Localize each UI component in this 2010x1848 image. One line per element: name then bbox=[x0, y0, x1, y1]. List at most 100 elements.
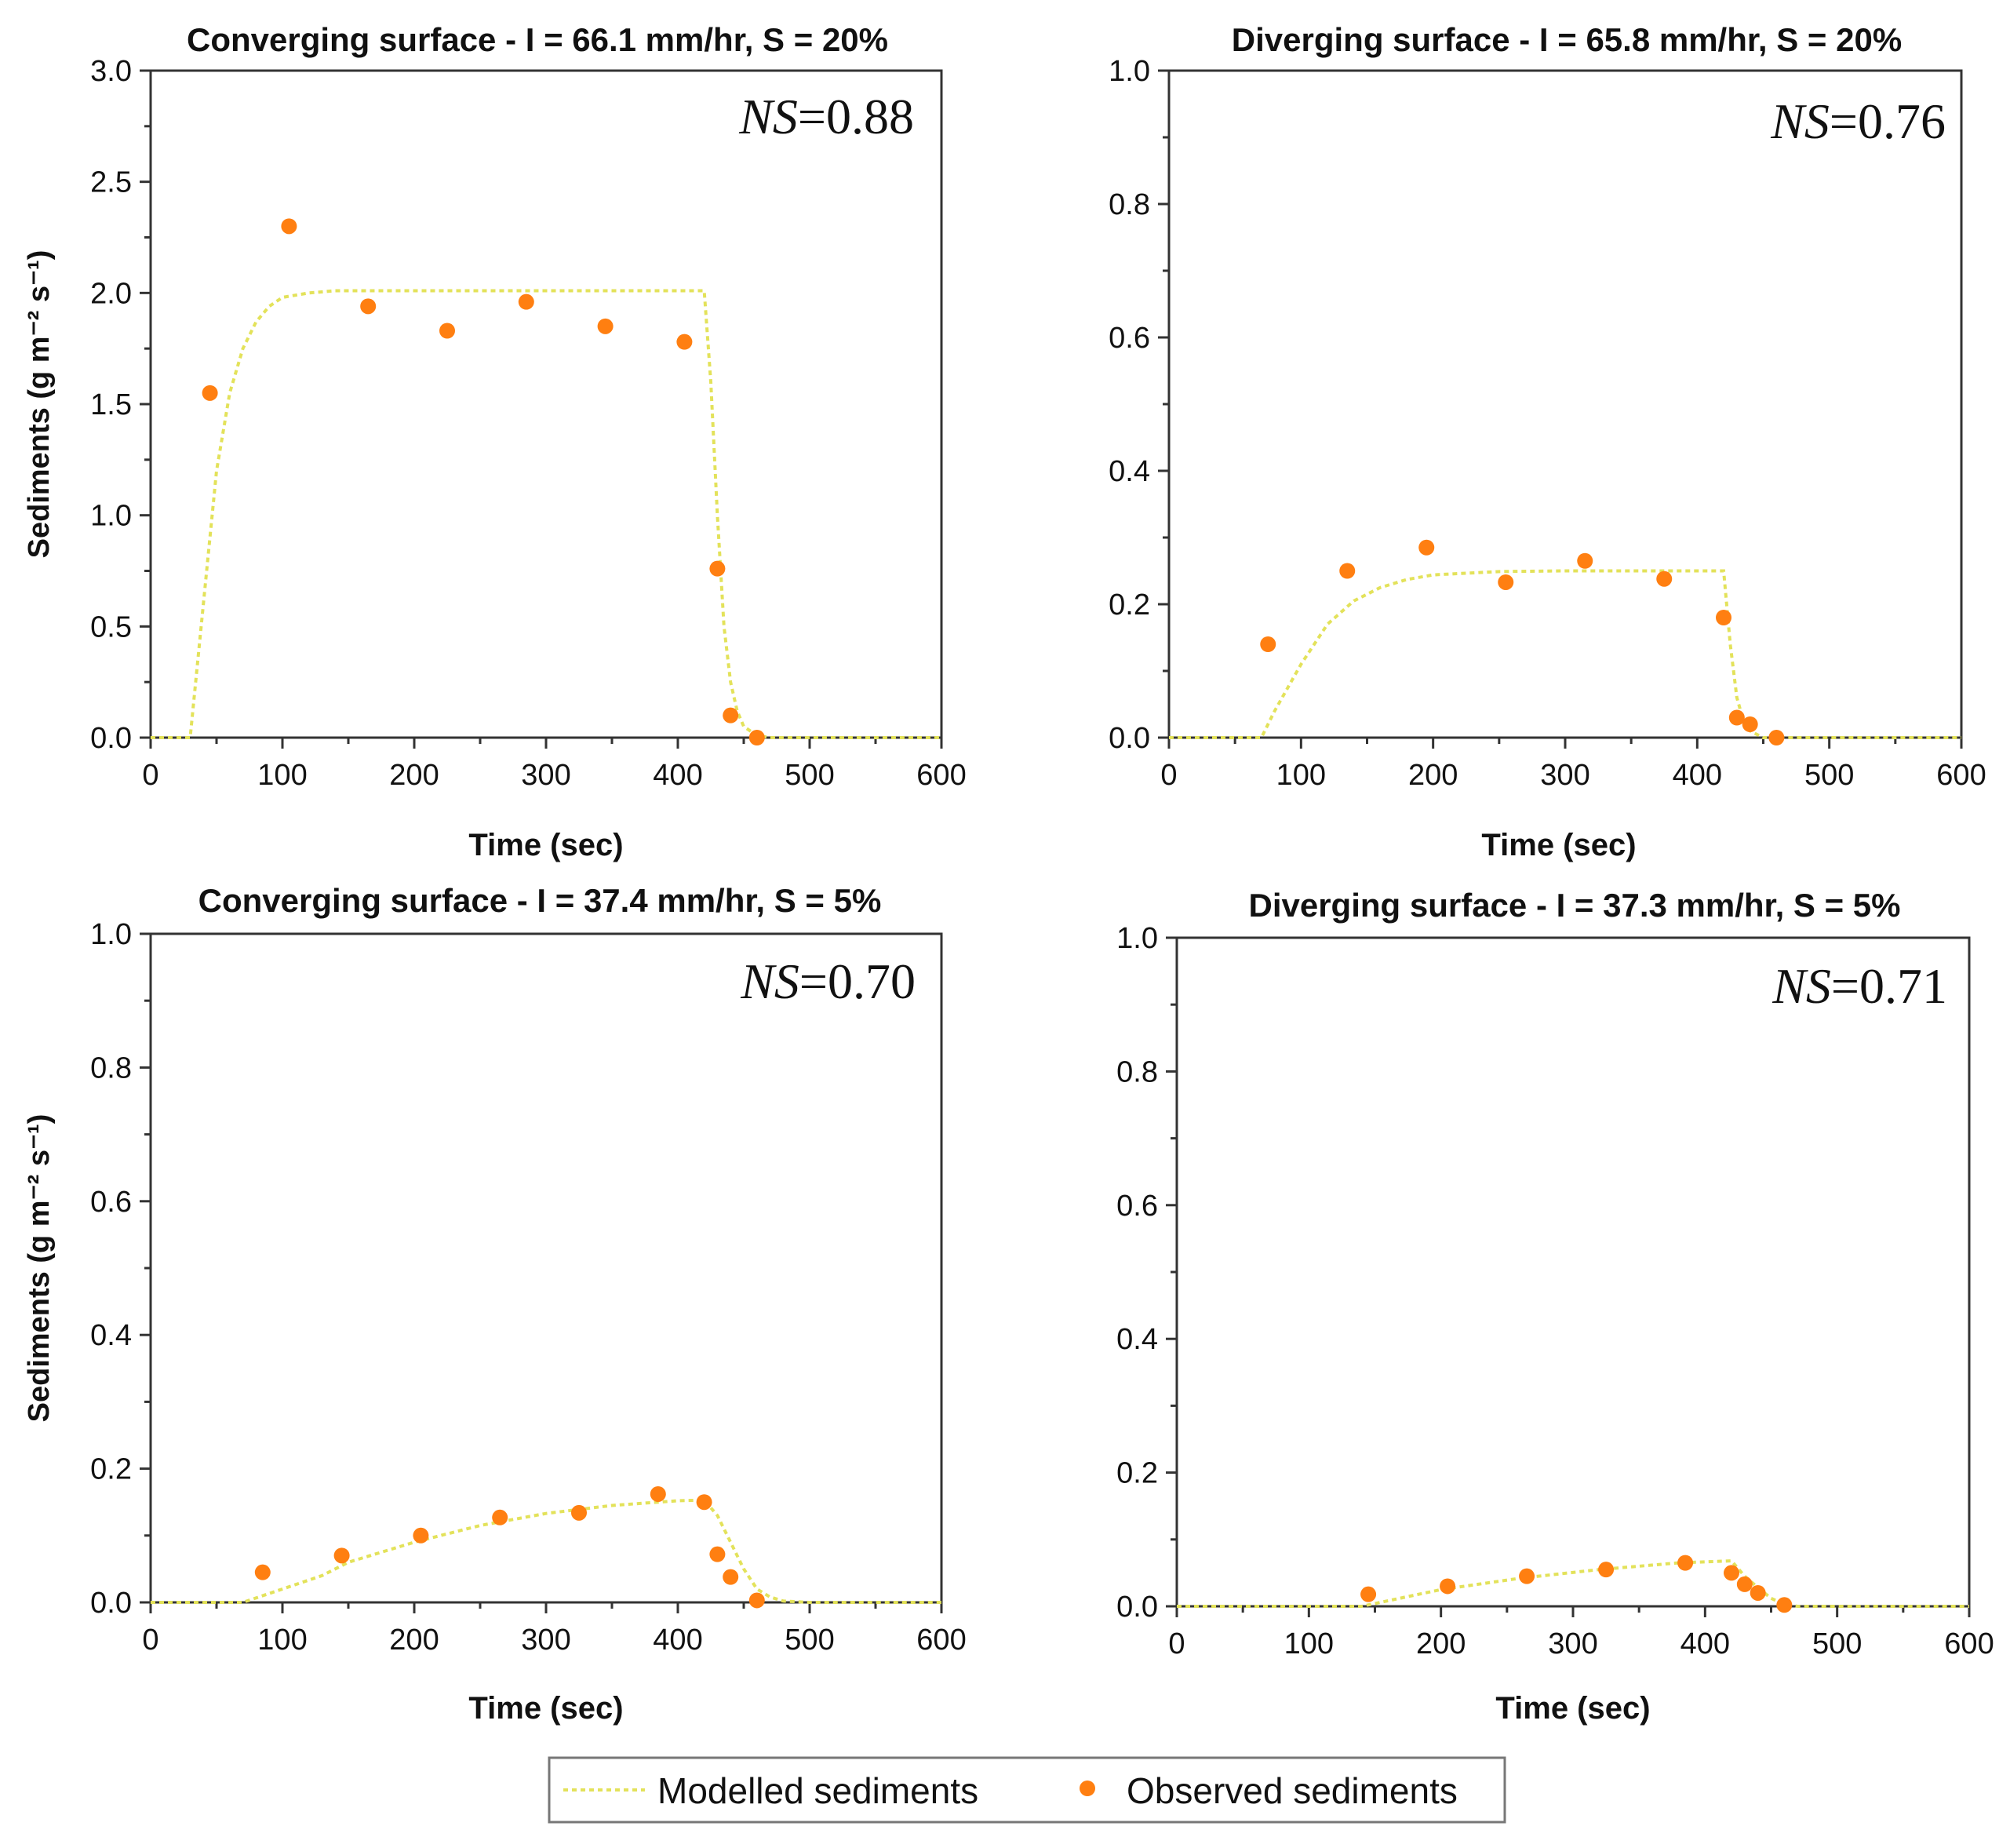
x-tick-label: 300 bbox=[521, 759, 570, 792]
ns-label: NS bbox=[1770, 93, 1830, 149]
ns-value: =0.70 bbox=[799, 953, 916, 1009]
panel-title: Diverging surface - I = 65.8 mm/hr, S = … bbox=[1232, 21, 1902, 58]
panel-diverging-5: Diverging surface - I = 37.3 mm/hr, S = … bbox=[1116, 887, 1994, 1726]
observed-sediment-point bbox=[333, 1547, 350, 1564]
panel-converging-5: Converging surface - I = 37.4 mm/hr, S =… bbox=[23, 882, 967, 1726]
plot-area-frame bbox=[149, 69, 943, 739]
plot-area-frame bbox=[1167, 69, 1963, 739]
x-tick-label: 300 bbox=[1540, 759, 1589, 792]
legend-box bbox=[548, 1756, 1506, 1824]
x-axis: 0 100 200 300 400 500 600 bbox=[1168, 1606, 1994, 1660]
observed-sediment-point bbox=[1656, 570, 1673, 587]
panel-converging-20: Converging surface - I = 66.1 mm/hr, S =… bbox=[23, 21, 967, 862]
x-tick-label: 100 bbox=[257, 1624, 307, 1657]
x-tick-label: 500 bbox=[1804, 759, 1854, 792]
observed-sediment-point bbox=[1742, 716, 1758, 732]
modelled-sediments-line bbox=[151, 289, 941, 739]
x-tick-label: 500 bbox=[785, 759, 834, 792]
y-tick-label: 3.0 bbox=[90, 55, 132, 88]
x-axis: 0 100 200 300 400 500 600 bbox=[1160, 738, 1986, 792]
observed-sediment-point bbox=[1598, 1562, 1615, 1578]
x-tick-label: 200 bbox=[1416, 1627, 1466, 1660]
y-tick-label: 0.0 bbox=[1116, 1591, 1158, 1624]
legend-observed-label: Observed sediments bbox=[1127, 1770, 1458, 1811]
ns-value: =0.71 bbox=[1831, 958, 1947, 1014]
x-axis-label: Time (sec) bbox=[468, 828, 623, 862]
ns-annotation: NS=0.71 bbox=[1771, 958, 1947, 1014]
observed-sediment-point bbox=[439, 323, 455, 339]
ns-annotation: NS=0.88 bbox=[738, 89, 914, 144]
observed-sediment-point bbox=[281, 218, 297, 235]
y-tick-label: 0.2 bbox=[1109, 589, 1150, 621]
modelled-sediments-line bbox=[151, 1498, 941, 1604]
x-tick-label: 400 bbox=[653, 759, 702, 792]
x-tick-label: 300 bbox=[1548, 1627, 1597, 1660]
observed-sediment-point bbox=[723, 1569, 739, 1585]
observed-sediment-point bbox=[1768, 730, 1785, 745]
y-tick-label: 0.4 bbox=[90, 1319, 132, 1352]
x-tick-label: 600 bbox=[916, 759, 966, 792]
y-axis-label: Sediments (g m⁻² s⁻¹) bbox=[23, 250, 56, 559]
legend-modelled-label: Modelled sediments bbox=[657, 1770, 978, 1811]
ns-label: NS bbox=[1771, 958, 1831, 1014]
series-layer bbox=[151, 1485, 941, 1609]
x-tick-label: 400 bbox=[653, 1624, 702, 1657]
y-tick-label: 0.6 bbox=[1109, 322, 1150, 355]
observed-sediment-point bbox=[202, 385, 218, 401]
observed-sediment-point bbox=[1577, 552, 1593, 569]
x-tick-label: 600 bbox=[1936, 759, 1986, 792]
observed-sediment-point bbox=[1360, 1586, 1377, 1602]
y-axis: 0.0 0.2 0.4 0.6 0.8 1.0 bbox=[1109, 55, 1169, 755]
observed-sediment-point bbox=[413, 1527, 429, 1544]
x-axis: 0 100 200 300 400 500 600 bbox=[142, 1602, 967, 1657]
observed-sediment-point bbox=[1498, 574, 1514, 590]
observed-sediment-point bbox=[360, 298, 377, 315]
x-axis: 0 100 200 300 400 500 600 bbox=[142, 738, 967, 792]
observed-sediment-point bbox=[676, 334, 693, 350]
observed-sediment-point bbox=[254, 1564, 271, 1580]
observed-sediment-point bbox=[709, 1546, 726, 1562]
panel-diverging-20: Diverging surface - I = 65.8 mm/hr, S = … bbox=[1109, 21, 1986, 862]
y-tick-label: 0.8 bbox=[1109, 188, 1150, 221]
series-layer bbox=[151, 218, 941, 745]
x-axis-label: Time (sec) bbox=[468, 1691, 623, 1726]
y-tick-label: 2.0 bbox=[90, 277, 132, 310]
ns-label: NS bbox=[740, 953, 799, 1009]
series-layer bbox=[1177, 1555, 1969, 1613]
y-tick-label: 0.6 bbox=[1116, 1190, 1158, 1223]
x-tick-label: 100 bbox=[1276, 759, 1326, 792]
x-tick-label: 600 bbox=[916, 1624, 966, 1657]
y-tick-label: 0.0 bbox=[90, 722, 132, 755]
x-tick-label: 400 bbox=[1680, 1627, 1730, 1660]
observed-sediment-point bbox=[1776, 1597, 1793, 1613]
y-tick-label: 2.5 bbox=[90, 166, 132, 199]
ns-annotation: NS=0.70 bbox=[740, 953, 916, 1009]
y-tick-label: 1.5 bbox=[90, 388, 132, 421]
y-tick-label: 1.0 bbox=[1109, 55, 1150, 88]
y-tick-label: 1.0 bbox=[90, 500, 132, 533]
x-tick-label: 300 bbox=[521, 1624, 570, 1657]
ns-value: =0.76 bbox=[1830, 93, 1946, 149]
panel-title: Converging surface - I = 37.4 mm/hr, S =… bbox=[198, 882, 882, 919]
observed-sediment-point bbox=[709, 560, 726, 577]
observed-sediment-point bbox=[723, 707, 739, 724]
observed-sediment-point bbox=[1750, 1584, 1766, 1601]
y-tick-label: 0.0 bbox=[1109, 722, 1150, 755]
y-axis-label: Sediments (g m⁻² s⁻¹) bbox=[23, 1114, 56, 1423]
y-tick-label: 0.4 bbox=[1109, 455, 1150, 488]
y-axis: 0.0 0.5 1.0 1.5 2.0 2.5 3.0 bbox=[90, 55, 151, 755]
plot-area-frame bbox=[1175, 936, 1971, 1608]
y-tick-label: 0.2 bbox=[90, 1453, 132, 1486]
x-tick-label: 200 bbox=[389, 759, 439, 792]
observed-sediment-point bbox=[1260, 636, 1276, 652]
observed-sediment-point bbox=[1339, 563, 1356, 579]
observed-sediment-point bbox=[1440, 1578, 1456, 1595]
observed-sediment-point bbox=[492, 1509, 508, 1525]
x-tick-label: 200 bbox=[1408, 759, 1458, 792]
observed-sediment-point bbox=[518, 293, 534, 310]
observed-sediment-point bbox=[748, 1592, 765, 1609]
panel-title: Converging surface - I = 66.1 mm/hr, S =… bbox=[187, 21, 888, 58]
observed-sediment-point bbox=[650, 1485, 666, 1502]
y-axis: 0.0 0.2 0.4 0.6 0.8 1.0 bbox=[90, 918, 151, 1620]
